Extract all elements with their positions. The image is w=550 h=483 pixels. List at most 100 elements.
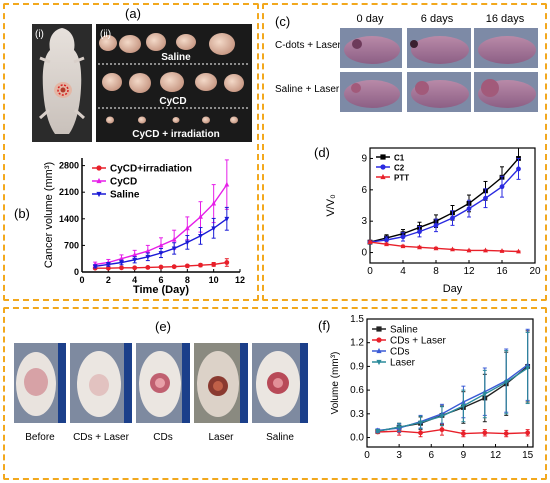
x-tick-label: 10: [209, 275, 219, 285]
data-point: [367, 239, 373, 244]
y-tick-label: 1400: [59, 214, 79, 224]
data-point: [525, 366, 531, 371]
y-tick-label: 1.5: [350, 314, 364, 325]
data-point: [211, 226, 217, 232]
data-point: [184, 263, 190, 269]
legend-label: C1: [394, 154, 405, 163]
panel-a-sub-i: (i): [35, 29, 44, 40]
x-tick-label: 4: [132, 275, 137, 285]
x-tick-label: 6: [158, 275, 163, 285]
series-line: [377, 367, 529, 432]
x-tick-label: 20: [529, 266, 541, 277]
series-line: [369, 157, 520, 243]
data-point: [211, 200, 217, 206]
y-tick-label: 3: [361, 216, 367, 227]
data-point: [439, 427, 445, 433]
legend-marker: [96, 191, 102, 198]
series-saline: Saline: [92, 190, 230, 270]
panel-f-label: (f): [318, 318, 330, 333]
data-point: [158, 251, 164, 256]
caption-cds-laser: CDs + Laser: [73, 432, 130, 443]
legend-label: C2: [394, 164, 405, 173]
x-axis-label: Day: [443, 283, 463, 295]
data-point: [119, 260, 124, 266]
data-point: [439, 414, 445, 420]
data-point: [482, 430, 488, 436]
data-point: [224, 216, 230, 222]
data-point: [224, 260, 230, 265]
legend-marker: [376, 326, 382, 332]
series-c1: C1: [367, 147, 521, 245]
data-point: [224, 181, 230, 187]
x-tick-label: 0: [364, 450, 370, 461]
data-point: [433, 245, 439, 251]
y-tick-label: 1.2: [350, 338, 364, 349]
col-16-days: 16 days: [486, 13, 525, 25]
panel-e-label: (e): [155, 319, 171, 334]
data-point: [503, 431, 509, 436]
legend-marker: [380, 173, 386, 180]
x-axis-label: Time (Day): [133, 284, 189, 296]
data-point: [450, 215, 455, 221]
plot-frame: [366, 318, 534, 448]
data-point: [158, 264, 164, 270]
panel-a-i-photo: [32, 24, 92, 142]
legend-label: PTT: [394, 174, 409, 183]
panel-b-label: (b): [14, 206, 30, 221]
data-point: [433, 222, 439, 228]
legend-marker: [376, 347, 382, 354]
data-point: [499, 184, 505, 190]
photo-laser: [194, 343, 248, 423]
legend-marker: [96, 165, 102, 171]
series-line: [377, 428, 528, 435]
data-point: [198, 234, 203, 239]
panel-e-photos: [14, 343, 308, 423]
data-point: [171, 246, 177, 252]
y-tick-label: 0: [74, 267, 79, 277]
photo-before: [14, 343, 66, 423]
x-tick-label: 0: [79, 275, 84, 285]
y-tick-label: 0.9: [350, 361, 364, 372]
row-cdots-laser: C-dots + Laser: [275, 40, 342, 51]
chart-b: 0 2 4 6 8 10 12 0 700 1400 2100 2800 Time (Day) Cance…: [43, 158, 245, 296]
data-point: [198, 214, 203, 219]
data-point: [384, 241, 389, 247]
caption-before: Before: [25, 432, 55, 443]
panel-ef-frame: [3, 307, 547, 480]
series-ptt: PTT: [367, 173, 521, 254]
photo-cds: [136, 343, 190, 423]
data-point: [525, 430, 531, 436]
y-tick-label: 6: [361, 185, 367, 196]
plot-frame: [369, 147, 536, 264]
data-point: [460, 431, 466, 436]
x-tick-label: 12: [235, 275, 245, 285]
y-axis-label: Cancer volume (mm³): [43, 162, 55, 268]
panel-d-label: (d): [314, 145, 330, 160]
caption-cds: CDs: [153, 432, 172, 443]
data-point: [516, 166, 521, 172]
group-cycd-label: CyCD: [159, 96, 186, 107]
photo-cds-laser: [70, 343, 132, 423]
data-point: [460, 404, 466, 409]
data-point: [418, 420, 423, 426]
legend-marker: [380, 164, 386, 170]
data-point: [418, 430, 423, 436]
data-point: [132, 257, 138, 263]
y-axis-label: V/V₀: [325, 194, 337, 216]
legend-marker: [96, 177, 102, 184]
legend-label: CDs: [390, 347, 409, 358]
y-tick-label: 0.3: [350, 409, 364, 420]
panel-a-sub-ii: (ii): [100, 29, 111, 40]
legend-marker: [376, 337, 382, 343]
data-point: [482, 392, 488, 397]
y-tick-label: 9: [361, 153, 367, 164]
data-point: [503, 380, 509, 386]
legend-marker: [380, 154, 386, 160]
x-tick-label: 0: [367, 266, 373, 277]
legend-label: Laser: [390, 358, 416, 369]
data-point: [466, 206, 472, 212]
col-6-days: 6 days: [421, 13, 454, 25]
data-point: [400, 234, 406, 240]
group-saline-label: Saline: [161, 52, 191, 63]
